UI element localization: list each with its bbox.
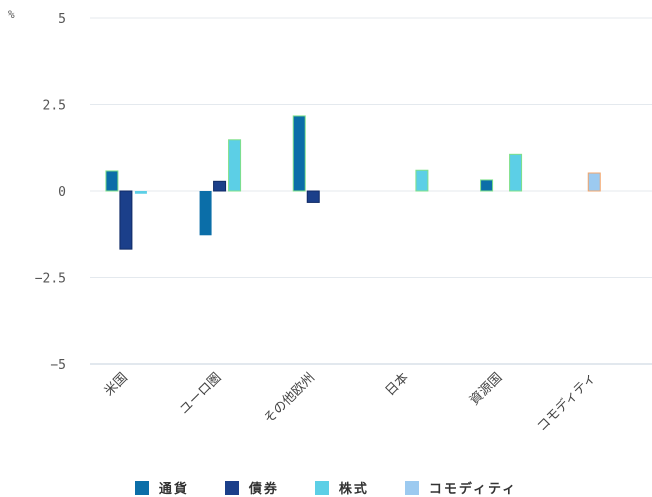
x-tick-label: 日本 [383,370,412,399]
y-tick-label: 0 [58,185,66,200]
bar [213,180,227,192]
legend: 通貨 債券 株式 コモディティ [0,478,652,497]
legend-swatch-commodity [404,480,419,495]
bar [509,153,523,192]
bar [119,190,133,250]
bar [105,170,119,192]
bar [228,139,242,192]
x-tick-label: 米国 [102,370,131,399]
x-tick-label: ユーロ圏 [177,370,224,417]
legend-label-bond: 債券 [248,482,279,497]
legend-swatch-currency [134,480,149,495]
legend-item-commodity: コモディティ [404,478,518,497]
y-tick-label: −5 [50,358,66,373]
legend-swatch-equity [314,480,329,495]
legend-label-currency: 通貨 [158,482,189,497]
bar [199,191,212,236]
y-tick-label: 5 [58,12,66,27]
legend-item-currency: 通貨 [134,478,189,497]
y-axis-unit-label: % [8,8,15,21]
bar [134,191,147,194]
y-tick-label: −2.5 [35,272,66,287]
legend-label-commodity: コモディティ [428,482,518,497]
y-tick-label: 2.5 [43,99,66,114]
legend-swatch-bond [224,480,239,495]
bar [480,179,494,192]
bar [292,115,306,192]
legend-label-equity: 株式 [338,482,369,497]
bar [587,172,601,192]
bar [415,169,429,192]
bar [306,190,320,203]
x-tick-label: 資源国 [467,370,505,408]
x-tick-label: コモディティ [534,370,599,435]
x-tick-label: その他欧州 [261,370,318,427]
chart: % 5 2.5 0 −2.5 −5 米国 ユーロ圏 その他欧州 日本 資源国 コモディティ [8,8,652,435]
legend-item-equity: 株式 [314,478,369,497]
legend-item-bond: 債券 [224,478,279,497]
